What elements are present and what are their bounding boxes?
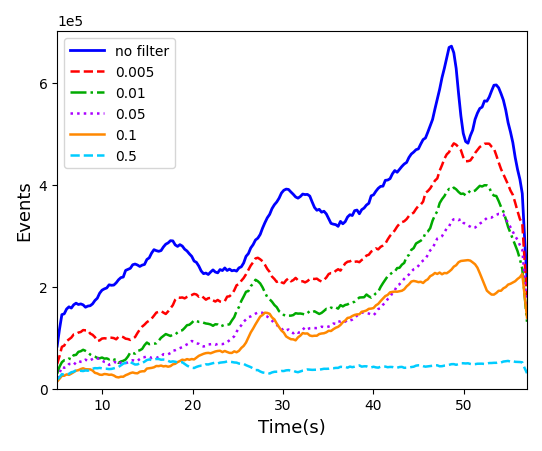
0.005 — [179, 295, 185, 300]
0.5 — [486, 360, 493, 366]
0.005 — [486, 142, 493, 147]
no filter — [486, 95, 493, 101]
0.1 — [82, 367, 89, 372]
0.005 — [73, 331, 79, 337]
0.05 — [502, 217, 509, 223]
0.5 — [502, 359, 509, 364]
0.05 — [524, 305, 530, 310]
Line: 0.1: 0.1 — [57, 261, 527, 382]
0.5 — [54, 377, 60, 382]
Line: 0.01: 0.01 — [57, 186, 527, 374]
0.01 — [486, 185, 493, 190]
0.05 — [483, 216, 490, 221]
0.1 — [141, 369, 148, 374]
0.005 — [141, 322, 148, 327]
X-axis label: Time(s): Time(s) — [258, 418, 326, 436]
0.01 — [54, 371, 60, 377]
Legend: no filter, 0.005, 0.01, 0.05, 0.1, 0.5: no filter, 0.005, 0.01, 0.05, 0.1, 0.5 — [64, 39, 175, 169]
0.05 — [73, 360, 79, 365]
Line: 0.5: 0.5 — [57, 359, 527, 380]
0.005 — [82, 328, 89, 333]
0.1 — [524, 315, 530, 321]
no filter — [179, 244, 185, 249]
0.5 — [141, 359, 148, 364]
0.005 — [502, 177, 509, 183]
0.5 — [153, 356, 159, 362]
Line: no filter: no filter — [57, 47, 527, 346]
0.01 — [82, 348, 89, 354]
0.05 — [82, 357, 89, 363]
no filter — [82, 305, 89, 310]
no filter — [502, 108, 509, 114]
Line: 0.005: 0.005 — [57, 144, 527, 364]
no filter — [141, 262, 148, 267]
0.01 — [481, 183, 488, 189]
0.5 — [182, 361, 188, 367]
0.5 — [73, 368, 79, 373]
0.01 — [141, 343, 148, 348]
Text: 1e5: 1e5 — [57, 15, 83, 29]
Line: 0.05: 0.05 — [57, 214, 527, 378]
0.01 — [502, 217, 509, 222]
0.01 — [73, 352, 79, 358]
no filter — [73, 301, 79, 306]
0.1 — [486, 290, 493, 296]
0.5 — [82, 368, 89, 373]
0.1 — [73, 368, 79, 373]
Y-axis label: Events: Events — [15, 180, 33, 241]
0.05 — [495, 212, 502, 217]
no filter — [524, 276, 530, 282]
0.005 — [54, 362, 60, 367]
0.01 — [524, 319, 530, 325]
0.05 — [141, 354, 148, 360]
0.5 — [524, 371, 530, 376]
0.005 — [450, 141, 457, 147]
0.1 — [464, 258, 471, 263]
0.1 — [54, 379, 60, 385]
0.1 — [502, 285, 509, 290]
0.005 — [524, 293, 530, 299]
0.05 — [179, 345, 185, 350]
0.05 — [54, 376, 60, 381]
0.01 — [179, 328, 185, 333]
no filter — [54, 344, 60, 349]
0.1 — [179, 357, 185, 363]
no filter — [448, 44, 455, 50]
